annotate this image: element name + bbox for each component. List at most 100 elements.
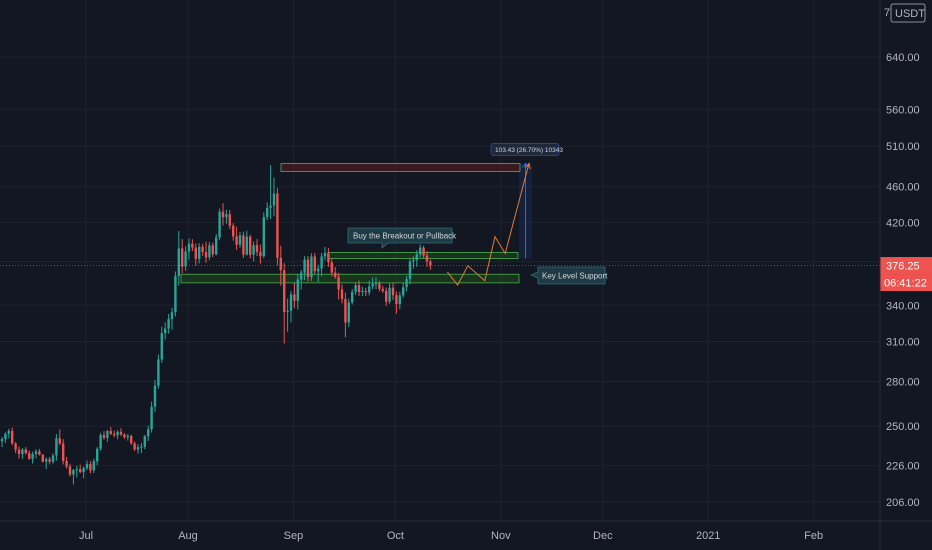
projection-path[interactable] [447,162,531,286]
candle-body[interactable] [296,279,299,301]
candle-body[interactable] [286,310,289,313]
candle-body[interactable] [167,319,170,329]
candle-body[interactable] [130,435,133,444]
candle-body[interactable] [140,446,143,448]
candle-body[interactable] [313,256,316,272]
candle-body[interactable] [218,211,221,238]
candle-body[interactable] [133,443,136,450]
projection-line[interactable] [447,163,530,286]
candle-body[interactable] [55,438,58,456]
candle-body[interactable] [347,302,350,323]
candle-body[interactable] [266,207,269,218]
candle-body[interactable] [429,261,432,266]
candle-body[interactable] [221,211,225,218]
candle-body[interactable] [143,436,146,447]
candle-body[interactable] [31,453,34,459]
candle-body[interactable] [395,295,398,305]
candle-body[interactable] [96,448,99,462]
candle-body[interactable] [28,452,31,459]
candle-body[interactable] [82,468,85,473]
candle-body[interactable] [187,243,191,252]
candle-body[interactable] [293,294,296,301]
candle-body[interactable] [170,312,174,320]
candle-body[interactable] [34,451,38,454]
candle-body[interactable] [334,272,337,277]
candle-body[interactable] [300,272,303,280]
candle-body[interactable] [194,247,197,259]
candle-body[interactable] [238,235,242,245]
candle-body[interactable] [419,247,422,255]
candle-body[interactable] [306,259,310,278]
candle-body[interactable] [289,294,293,311]
candle-body[interactable] [208,245,211,258]
candle-body[interactable] [102,435,106,438]
candle-body[interactable] [371,283,374,287]
candle-body[interactable] [354,285,357,292]
candle-body[interactable] [259,251,262,257]
candle-body[interactable] [337,276,340,290]
candle-body[interactable] [89,464,92,471]
candle-body[interactable] [388,287,391,302]
candle-body[interactable] [357,285,361,293]
candle-body[interactable] [201,246,204,253]
candle-body[interactable] [147,429,150,437]
candle-body[interactable] [113,433,116,436]
candle-body[interactable] [351,291,354,303]
candle-body[interactable] [327,253,330,263]
candle-body[interactable] [58,438,61,444]
candle-body[interactable] [303,259,306,273]
candle-body[interactable] [198,246,201,259]
target-zone[interactable] [280,163,521,172]
candle-body[interactable] [41,454,44,462]
breakout-callout[interactable]: Buy the Breakout or Pullback [347,227,457,249]
measure-tool[interactable]: 103.43 (26.70%) 10343 [490,143,563,259]
candle-body[interactable] [402,287,405,296]
current-price-tag[interactable]: 376.25 06:41:22 [880,257,932,292]
candle-body[interactable] [174,275,177,313]
candle-body[interactable] [21,449,24,454]
candle-body[interactable] [364,290,367,293]
candle-body[interactable] [119,431,123,435]
candle-body[interactable] [14,443,17,450]
candle-body[interactable] [164,328,167,334]
candle-body[interactable] [51,455,55,462]
candle-body[interactable] [242,235,245,255]
candle-body[interactable] [252,245,255,255]
candle-body[interactable] [344,299,347,323]
candle-body[interactable] [0,439,4,442]
candle-body[interactable] [283,270,286,313]
candle-body[interactable] [65,460,68,467]
candle-body[interactable] [184,251,187,267]
candle-body[interactable] [160,333,163,360]
candle-body[interactable] [17,449,21,454]
candle-body[interactable] [374,283,378,285]
candle-body[interactable] [412,260,415,262]
price-axis[interactable]: 7 USDT 640.00560.00510.00460.00420.00380… [880,0,932,521]
candle-body[interactable] [116,431,119,436]
candle-body[interactable] [215,237,218,255]
candle-body[interactable] [262,217,265,257]
candle-body[interactable] [323,253,327,257]
candle-body[interactable] [68,466,72,475]
candle-body[interactable] [228,214,231,226]
candle-body[interactable] [92,461,95,471]
candle-body[interactable] [381,288,384,291]
candle-body[interactable] [279,257,282,271]
candle-body[interactable] [177,248,180,276]
candle-body[interactable] [191,243,194,248]
candle-body[interactable] [255,245,259,252]
candle-body[interactable] [38,451,41,455]
support-callout[interactable]: Key Level Support [530,266,608,285]
candle-body[interactable] [391,287,395,296]
candle-body[interactable] [4,433,7,440]
candle-body[interactable] [272,193,276,206]
candle-body[interactable] [276,193,279,258]
candle-body[interactable] [99,435,102,449]
candle-body[interactable] [109,431,112,434]
candle-body[interactable] [24,449,27,453]
candle-body[interactable] [11,430,14,444]
candle-body[interactable] [422,247,425,256]
candle-body[interactable] [181,248,184,267]
